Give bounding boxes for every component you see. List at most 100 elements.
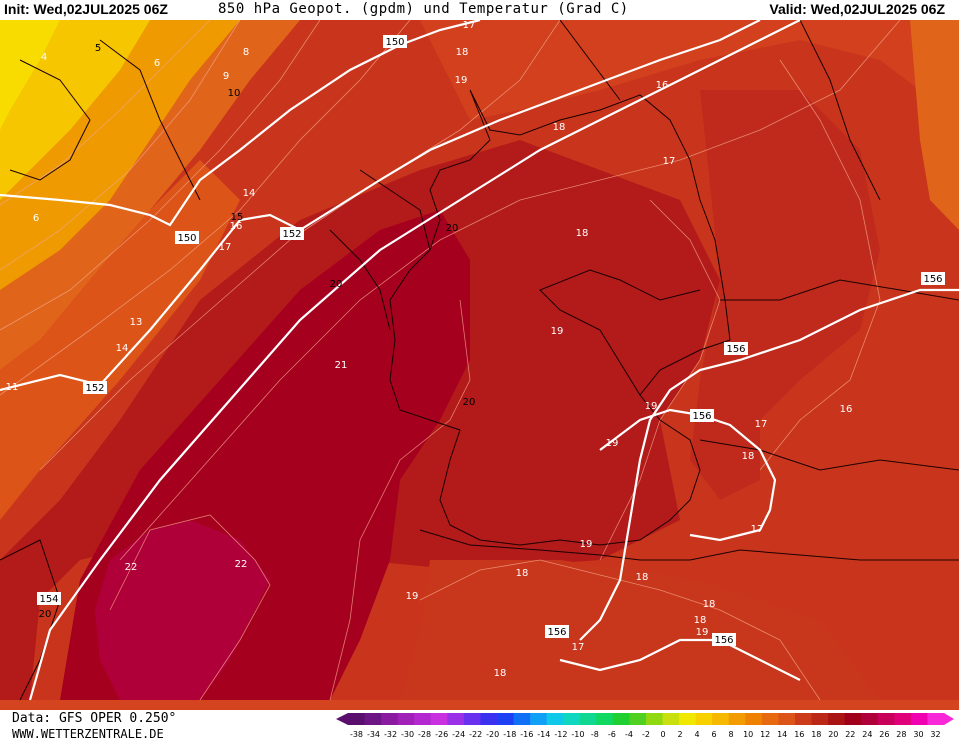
temperature-label: 19 [645,401,658,412]
scale-swatch [844,713,862,725]
valid-time: Valid: Wed,02JUL2025 06Z [769,1,945,17]
scale-tick-label: -18 [503,730,516,739]
temperature-label: 20 [330,279,343,290]
svg-text:150: 150 [177,233,196,244]
temperature-label: 16 [656,80,669,91]
temp-band-4 [0,20,60,130]
scale-swatch [761,713,779,725]
scale-tick-label: 26 [879,730,889,739]
scale-tick-label: -10 [571,730,584,739]
temperature-label: 20 [39,609,52,620]
scale-tick-label: 28 [896,730,906,739]
geopotential-labels: 150 150 152 152 154 156 156 156 156 156 [37,35,945,646]
scale-tick-label: 10 [743,730,753,739]
geopotential-label: 150 [175,231,199,244]
scale-swatch [381,713,399,725]
map-title: 850 hPa Geopot. (gpdm) und Temperatur (G… [218,1,629,17]
isotherm-lines [0,20,901,701]
scale-tick-label: -20 [486,730,499,739]
scale-swatch [414,713,432,725]
scale-tick-label: 8 [729,730,734,739]
scale-swatch [530,713,548,725]
temperature-label: 18 [694,615,707,626]
temperature-label: 9 [223,71,229,82]
temperature-label: 14 [116,343,129,354]
scale-tick-label: 4 [695,730,700,739]
init-time: Init: Wed,02JUL2025 06Z [4,1,168,17]
temperature-label: 21 [335,360,348,371]
temp-band-17-east [690,90,880,500]
temperature-label: 18 [576,228,589,239]
data-source: Data: GFS OPER 0.250° [12,711,177,726]
temperature-label: 19 [551,326,564,337]
temperature-label: 17 [219,242,232,253]
geopotential-label: 156 [921,272,945,285]
temperature-label: 18 [703,599,716,610]
map-header: Init: Wed,02JUL2025 06Z 850 hPa Geopot. … [0,0,959,20]
temp-band-14 [0,160,240,520]
temperature-label: 15 [231,212,244,223]
scale-swatch [447,713,465,725]
temp-band-alps [400,560,880,700]
scale-swatch [745,713,763,725]
scale-swatch [563,713,581,725]
svg-text:154: 154 [39,594,58,605]
scale-swatch [828,713,846,725]
scale-tick-label: -4 [625,730,633,739]
scale-tick-label: -38 [350,730,363,739]
svg-text:152: 152 [282,229,301,240]
scale-swatch [712,713,730,725]
scale-swatch [480,713,498,725]
scale-swatch [695,713,713,725]
svg-text:156: 156 [726,344,745,355]
scale-swatch [646,713,664,725]
temp-band-22 [95,520,270,700]
country-borders [0,20,959,701]
scale-swatch [348,713,366,725]
scale-tick-label: -26 [435,730,448,739]
scale-tick-label: 22 [845,730,855,739]
scale-swatch [596,713,614,725]
temperature-label: 19 [455,75,468,86]
temperature-label: 17 [751,524,764,535]
temperature-label: 14 [243,188,256,199]
scale-swatch [629,713,647,725]
geopotential-label: 156 [545,625,569,638]
temperature-label: 20 [446,223,459,234]
scale-tick-label: 20 [828,730,838,739]
svg-text:156: 156 [923,274,942,285]
scale-swatch [546,713,564,725]
svg-text:150: 150 [385,37,404,48]
temperature-label: 6 [154,58,160,69]
scale-swatch [579,713,597,725]
website-link: WWW.WETTERZENTRALE.DE [12,727,164,741]
scale-tick-label: 16 [794,730,804,739]
scale-tick-label: -34 [367,730,380,739]
scale-tick-label: -2 [642,730,650,739]
scale-swatch [612,713,630,725]
temperature-label: 19 [580,539,593,550]
svg-text:152: 152 [85,383,104,394]
scale-tick-label: -30 [401,730,414,739]
temperature-label: 11 [6,382,19,393]
geopotential-label: 156 [712,633,736,646]
temperature-label: 17 [463,20,476,31]
scale-tick-label: 32 [930,730,940,739]
svg-text:156: 156 [692,411,711,422]
scale-tick-label: 30 [913,730,923,739]
scale-tick-label: -32 [384,730,397,739]
geopotential-label: 156 [690,409,714,422]
temperature-label: 5 [95,43,101,54]
scale-tick-label: -24 [452,730,465,739]
temperature-label: 18 [636,572,649,583]
scale-tick-label: 18 [811,730,821,739]
temperature-label: 17 [755,419,768,430]
scale-swatch [513,713,531,725]
weather-map: 150 150 152 152 154 156 156 156 156 156 … [0,20,959,710]
scale-swatch [894,713,912,725]
temperature-label: 17 [663,156,676,167]
temperature-label: 10 [228,88,241,99]
scale-tick-label: 2 [678,730,683,739]
scale-swatch [463,713,481,725]
temperature-label: 6 [33,213,39,224]
